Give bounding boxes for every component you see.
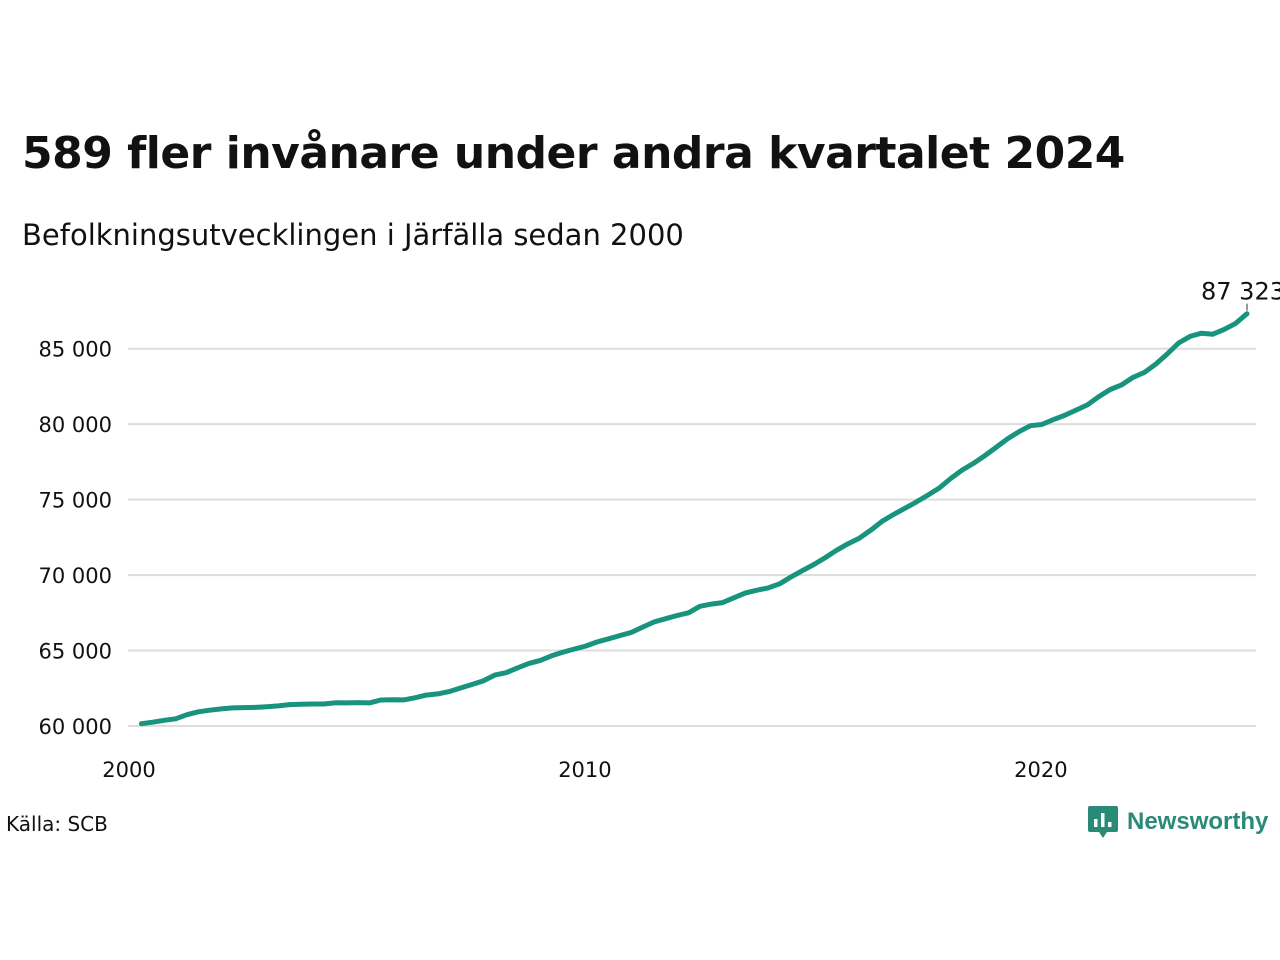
x-tick-label: 2010 [558,758,611,782]
chart-title: 589 fler invånare under andra kvartalet … [22,128,1125,179]
gridlines [128,347,1256,727]
y-tick-label: 75 000 [39,489,112,513]
bar-chart-speech-bubble-icon [1088,806,1118,838]
brand-logo: Newsworthy [1087,804,1268,840]
y-tick-label: 60 000 [39,715,112,739]
series-line [138,311,1250,727]
brand-name: Newsworthy [1127,808,1269,835]
chart-subtitle: Befolkningsutvecklingen i Järfälla sedan… [22,218,684,252]
y-tick-label: 85 000 [39,338,112,362]
end-value-label: 87 323 [1201,278,1280,306]
y-tick-label: 80 000 [39,413,112,437]
y-axis-labels: 60 000 65 000 70 000 75 000 80 000 85 000 [39,338,112,739]
series-layer: 87 323 [138,278,1280,727]
y-tick-label: 65 000 [39,640,112,664]
y-tick-label: 70 000 [39,564,112,588]
source-note: Källa: SCB [6,812,108,836]
x-tick-label: 2020 [1014,758,1067,782]
x-tick-label: 2000 [102,758,155,782]
x-axis-labels: 2000 2010 2020 [102,758,1067,782]
